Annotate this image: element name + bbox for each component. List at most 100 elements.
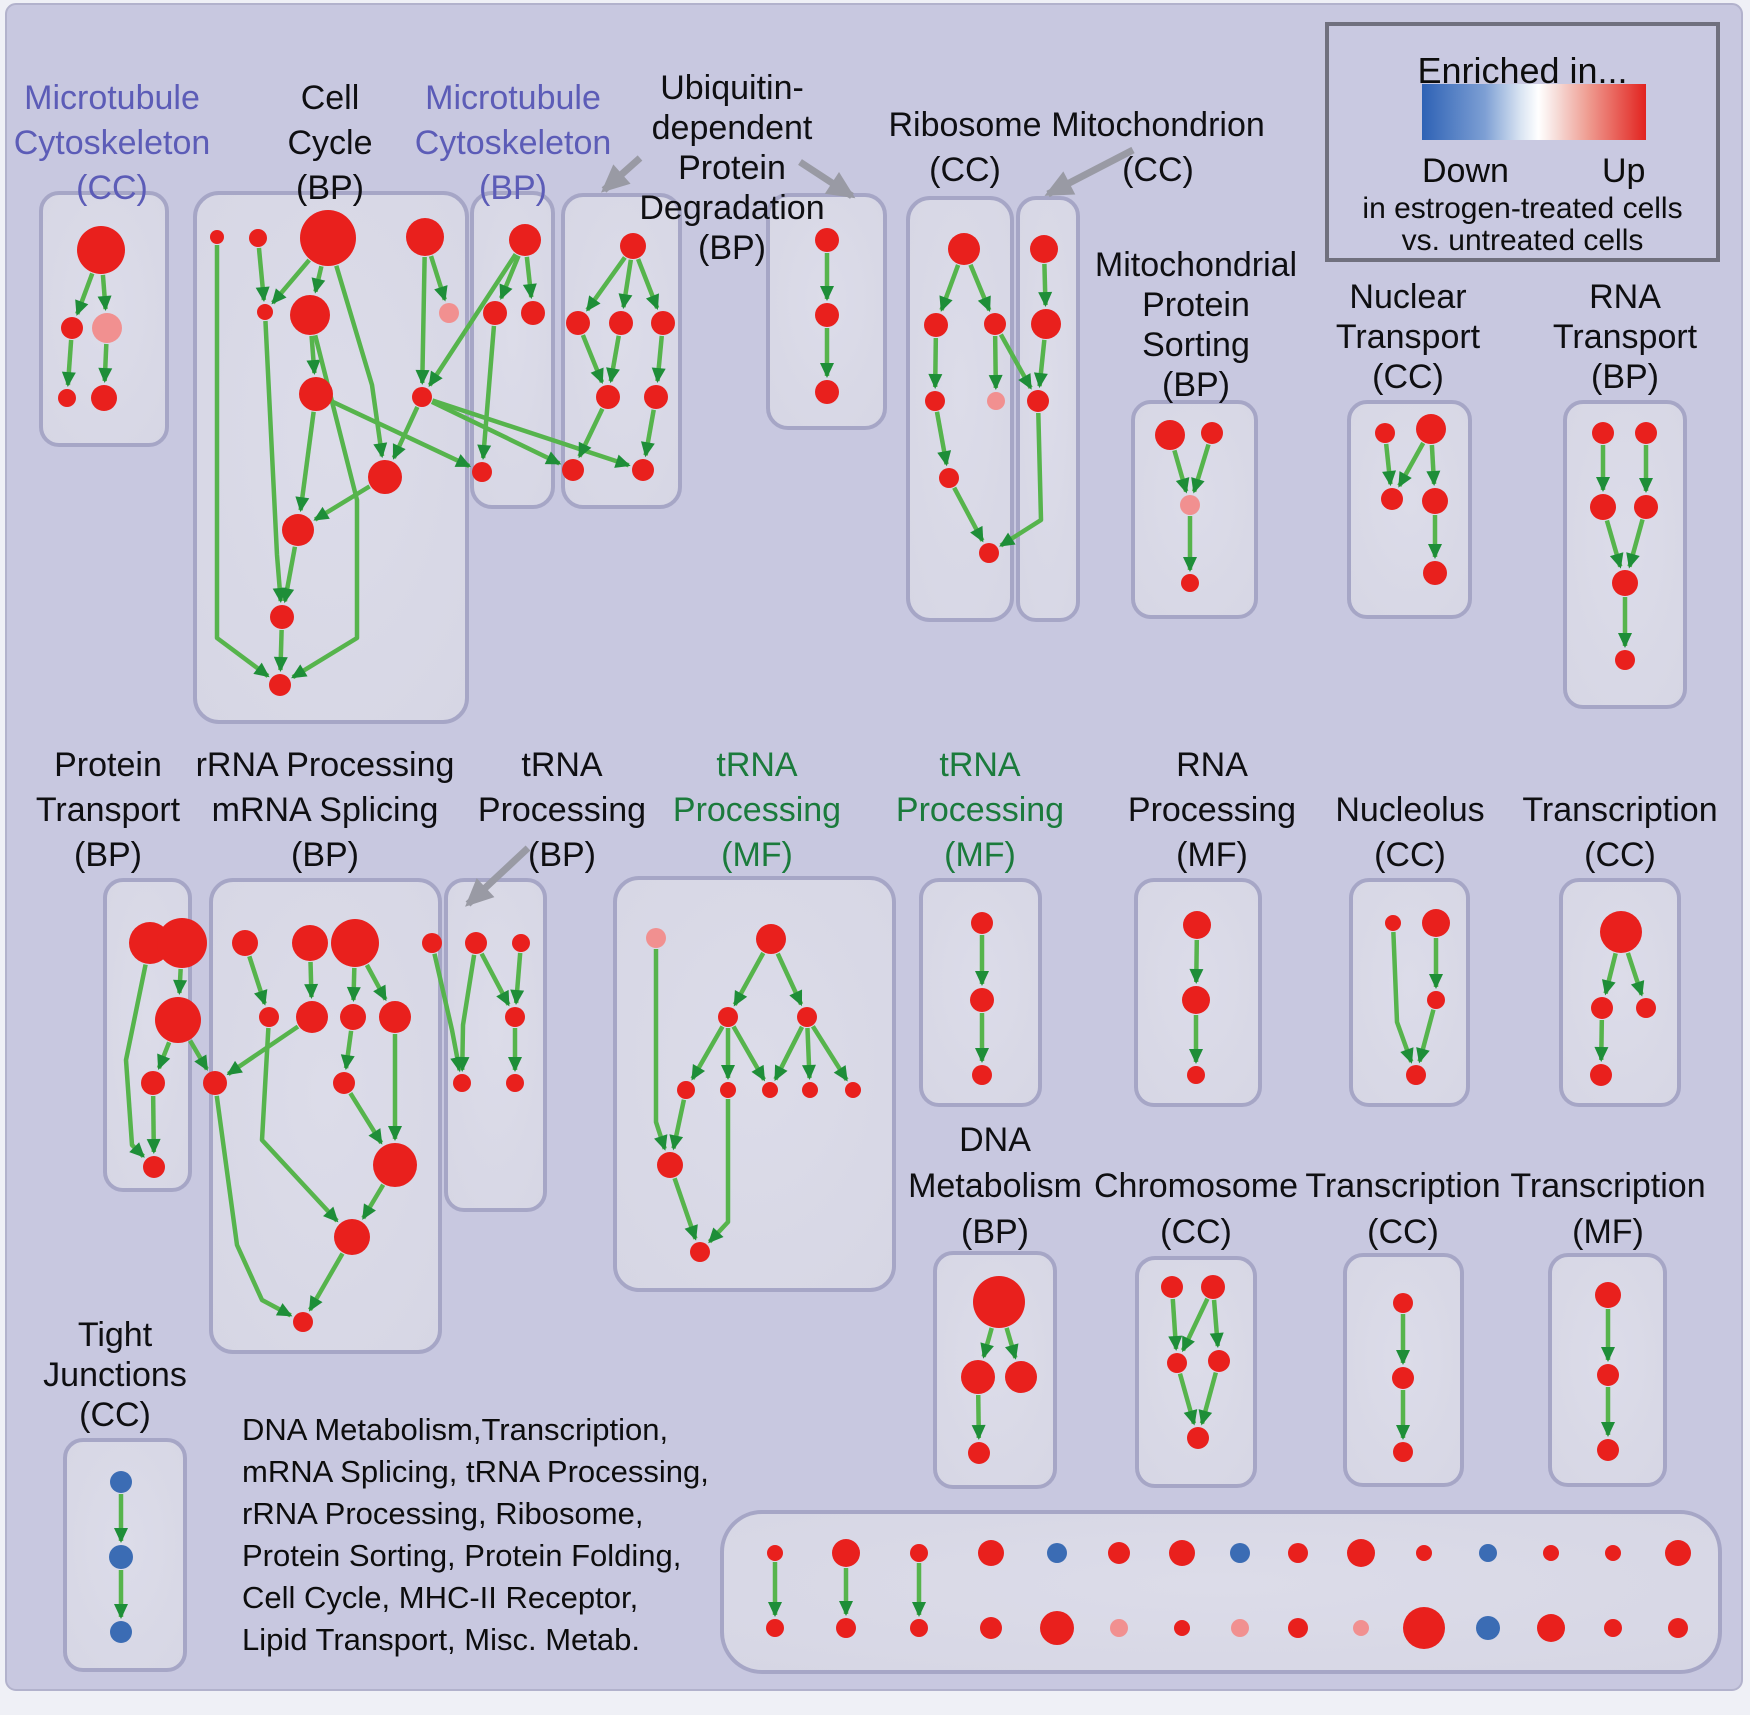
go-term-node: [968, 1442, 990, 1464]
annotation-arrow-trna-bp-to-box: [465, 845, 531, 907]
go-term-node: [340, 1004, 366, 1030]
go-term-node: [970, 988, 994, 1012]
go-term-node: [1668, 1618, 1688, 1638]
go-term-node: [620, 233, 646, 259]
edge-arrow: [669, 1099, 687, 1151]
go-term-node: [1537, 1614, 1565, 1642]
edge-arrow: [98, 343, 113, 384]
go-term-node: [1612, 570, 1638, 596]
go-term-node: [110, 1621, 132, 1643]
go-term-node: [984, 313, 1006, 335]
go-term-node: [334, 1219, 370, 1255]
go-term-node: [972, 1065, 992, 1085]
go-term-node: [1479, 1544, 1497, 1562]
legend-up-label: Up: [1602, 152, 1646, 190]
go-term-node: [1423, 561, 1447, 585]
edge-arrow: [1416, 1009, 1436, 1064]
go-term-node: [1169, 1540, 1195, 1566]
edge-arrow: [1602, 952, 1618, 996]
annotation-arrow-ubiquitin-to-left-box: [601, 155, 643, 193]
edge-arrow: [801, 1027, 816, 1081]
go-term-node: [465, 932, 487, 954]
go-term-node: [1597, 1439, 1619, 1461]
edge-arrow: [430, 399, 562, 466]
go-term-node: [720, 1082, 736, 1098]
edge-arrow: [271, 258, 311, 305]
go-term-node: [756, 924, 786, 954]
edge-arrow: [311, 265, 326, 294]
edge-arrow: [304, 961, 319, 1000]
edge-arrow: [313, 484, 371, 522]
go-term-node: [232, 930, 258, 956]
go-term-node: [1427, 991, 1445, 1009]
edge-arrow: [1189, 939, 1204, 985]
edge-arrow: [1426, 444, 1441, 487]
go-term-node: [1353, 1620, 1369, 1636]
note-line: DNA Metabolism,Transcription,: [242, 1412, 669, 1447]
edge-arrow: [1191, 443, 1211, 494]
edge-arrow: [641, 409, 656, 458]
go-term-node: [506, 1074, 524, 1092]
go-term-node: [1180, 495, 1200, 515]
edge-arrow: [431, 398, 631, 468]
edge-arrow: [577, 407, 605, 459]
edge-arrow: [653, 949, 668, 1151]
go-term-node: [690, 1242, 710, 1262]
cluster-box-rna-transport: [1563, 400, 1687, 709]
annotation-arrow-mitochondrion-to-box: [1044, 146, 1135, 198]
edge-arrow: [214, 1095, 293, 1318]
go-term-node: [521, 301, 545, 325]
go-term-node: [1187, 1427, 1209, 1449]
edge-arrow: [97, 274, 112, 312]
edge-arrow: [247, 955, 268, 1006]
edge-arrow: [952, 486, 985, 543]
go-term-node: [925, 391, 945, 411]
edge-arrow: [1625, 952, 1645, 997]
note-line: mRNA Splicing, tRNA Processing,: [242, 1454, 709, 1489]
edge-arrow: [580, 334, 605, 385]
cluster-box-transcription-cc-2: [1559, 878, 1681, 1107]
go-term-node: [910, 1544, 928, 1562]
edge-arrow: [707, 1099, 731, 1244]
go-term-node: [453, 1074, 471, 1092]
edge-arrow: [1391, 931, 1414, 1064]
edge-arrow: [635, 258, 660, 310]
go-term-node: [1201, 1275, 1225, 1299]
go-term-node: [110, 1471, 132, 1493]
go-term-node: [1416, 414, 1446, 444]
edge-arrow: [415, 256, 430, 386]
edge-arrow: [173, 968, 188, 996]
edge-arrow: [263, 320, 287, 604]
go-term-node: [815, 228, 839, 252]
edge-arrow: [672, 1177, 698, 1241]
go-term-node: [766, 1619, 784, 1637]
go-term-node: [1108, 1542, 1130, 1564]
edge-arrow: [773, 1025, 805, 1082]
go-term-node: [259, 1007, 279, 1027]
go-term-node: [1183, 911, 1211, 939]
go-term-node: [58, 389, 76, 407]
edge-arrow: [146, 1095, 161, 1155]
go-term-node: [802, 1082, 818, 1098]
edge-arrow: [188, 1039, 209, 1071]
edge-arrow: [306, 335, 321, 376]
go-term-node: [1031, 309, 1061, 339]
edge-arrow: [334, 265, 388, 459]
edge-arrow: [618, 259, 634, 310]
go-term-node: [1174, 1620, 1190, 1636]
edge-arrow: [455, 954, 477, 1073]
go-term-node: [210, 230, 224, 244]
go-term-node: [609, 311, 633, 335]
edge-arrow: [651, 335, 666, 384]
cluster-box-mixed-band: [720, 1510, 1722, 1674]
go-term-node: [406, 218, 444, 256]
go-term-node: [412, 387, 432, 407]
go-term-node: [1592, 422, 1614, 444]
go-term-node: [1597, 1364, 1619, 1386]
edge-arrow: [428, 255, 448, 302]
go-term-node: [1385, 915, 1401, 931]
go-term-node: [368, 460, 402, 494]
cluster-box-trna-mf-big: [613, 876, 896, 1292]
go-term-node: [290, 295, 330, 335]
go-term-node: [1406, 1065, 1426, 1085]
